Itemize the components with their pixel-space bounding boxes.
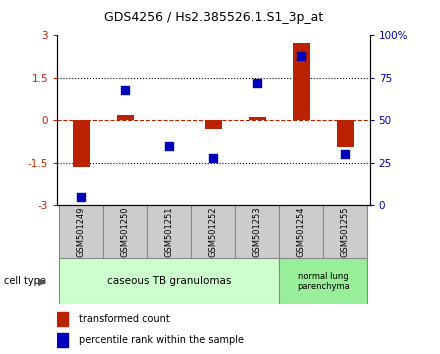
Text: caseous TB granulomas: caseous TB granulomas <box>107 276 231 286</box>
Text: ▶: ▶ <box>37 276 46 286</box>
Bar <box>205 120 222 129</box>
Text: GSM501251: GSM501251 <box>165 207 174 257</box>
Text: GSM501249: GSM501249 <box>77 207 86 257</box>
Bar <box>73 120 90 167</box>
Bar <box>191 205 235 258</box>
Bar <box>103 205 147 258</box>
Bar <box>147 205 191 258</box>
Text: cell type: cell type <box>4 276 46 286</box>
Bar <box>293 43 310 120</box>
Bar <box>57 312 69 326</box>
Bar <box>323 205 367 258</box>
Bar <box>279 205 323 258</box>
Text: percentile rank within the sample: percentile rank within the sample <box>79 335 244 345</box>
Text: GSM501254: GSM501254 <box>297 207 306 257</box>
Point <box>298 53 305 59</box>
Text: GSM501255: GSM501255 <box>341 207 350 257</box>
Point <box>166 143 173 149</box>
Bar <box>249 117 266 120</box>
Bar <box>59 205 103 258</box>
Bar <box>57 333 69 347</box>
Bar <box>59 258 279 304</box>
Bar <box>235 205 279 258</box>
Point <box>210 155 217 161</box>
Text: GSM501250: GSM501250 <box>121 207 130 257</box>
Text: GDS4256 / Hs2.385526.1.S1_3p_at: GDS4256 / Hs2.385526.1.S1_3p_at <box>104 11 323 24</box>
Point <box>254 80 261 86</box>
Text: GSM501253: GSM501253 <box>253 206 262 257</box>
Point <box>342 152 349 157</box>
Text: transformed count: transformed count <box>79 314 170 324</box>
Text: GSM501252: GSM501252 <box>209 207 218 257</box>
Point <box>78 194 85 200</box>
Text: normal lung
parenchyma: normal lung parenchyma <box>297 272 350 291</box>
Bar <box>279 258 367 304</box>
Bar <box>337 120 354 147</box>
Point <box>122 87 129 93</box>
Bar <box>117 115 134 120</box>
